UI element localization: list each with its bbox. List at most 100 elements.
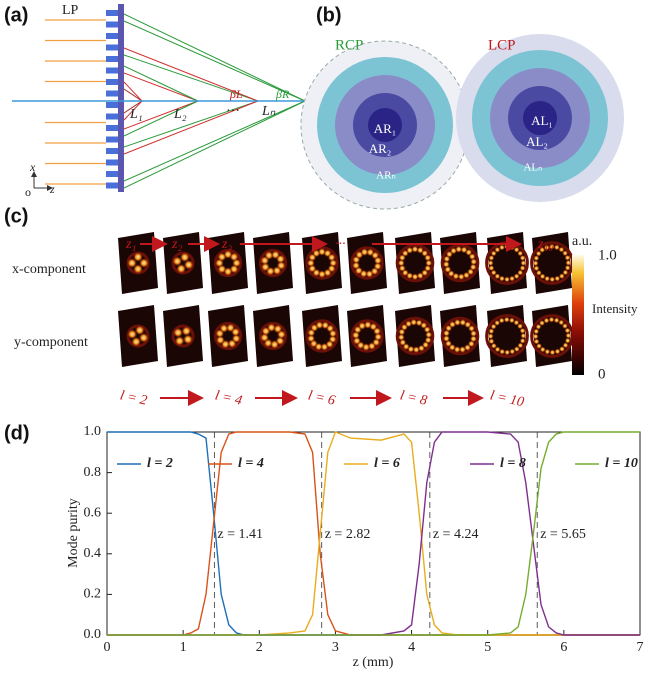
intensity-lobe	[276, 254, 286, 264]
intensity-lobe	[327, 253, 336, 262]
intensity-lobe	[416, 272, 424, 280]
y-tick-label: 1.0	[84, 424, 102, 439]
intensity-lobe	[503, 316, 510, 323]
ring-label: AL₂	[526, 134, 548, 149]
intensity-map	[163, 232, 203, 294]
x-tick-label: 4	[408, 640, 415, 655]
intensity-lobe	[490, 323, 497, 330]
intensity-lobe	[559, 345, 566, 352]
intensity-ring	[350, 246, 384, 280]
mode-label: l = 2	[118, 388, 148, 408]
converging-beam	[123, 100, 199, 130]
panel-label: (a)	[4, 4, 28, 26]
intensity-lobe	[455, 245, 463, 253]
intensity-lobe	[535, 269, 542, 276]
x-axis-label: z (mm)	[353, 655, 394, 670]
converging-beam	[123, 100, 259, 155]
x-tick-label: 2	[256, 640, 263, 655]
intensity-lobe	[410, 318, 418, 326]
boundary-label: z = 4.24	[433, 527, 479, 542]
intensity-lobe	[494, 346, 501, 353]
grating-pillar	[106, 90, 119, 97]
intensity-lobe	[134, 325, 145, 336]
intensity-lobe	[352, 261, 361, 270]
grating-pillar	[106, 159, 119, 166]
panel-label: (c)	[4, 205, 28, 227]
colorbar-min: 0	[598, 366, 606, 382]
x-tick-label: 7	[637, 640, 644, 655]
colorbar-label: Intensity	[592, 301, 638, 316]
intensity-lobe	[490, 342, 497, 349]
z-label: z₃	[221, 237, 232, 252]
ring-label: ALₙ	[523, 162, 542, 174]
intensity-lobe	[539, 246, 546, 253]
intensity-lobe	[564, 254, 571, 261]
intensity-lobe	[231, 327, 241, 337]
intensity-lobe	[229, 252, 239, 262]
grating-pillar	[106, 113, 119, 120]
boundary-label: z = 2.82	[325, 527, 371, 542]
intensity-lobe	[543, 244, 550, 251]
coord-label: o	[25, 185, 31, 199]
intensity-lobe	[397, 259, 405, 267]
intensity-lobe	[561, 322, 568, 329]
intensity-lobe	[373, 256, 382, 265]
intensity-lobe	[544, 348, 551, 355]
intensity-ring	[440, 243, 480, 283]
colorbar-max: 1.0	[598, 247, 617, 263]
intensity-lobe	[553, 317, 560, 324]
intensity-lobe	[564, 264, 571, 271]
intensity-lobe	[509, 275, 516, 282]
x-tick-label: 1	[180, 640, 187, 655]
intensity-lobe	[138, 332, 149, 343]
intensity-lobe	[173, 327, 184, 338]
intensity-lobe	[133, 252, 143, 262]
panel-label: (d)	[4, 422, 30, 444]
intensity-map	[163, 305, 203, 367]
intensity-lobe	[215, 335, 225, 345]
intensity-lobe	[490, 269, 497, 276]
intensity-lobe	[513, 273, 520, 280]
intensity-lobe	[548, 243, 555, 250]
intensity-lobe	[398, 264, 406, 272]
intensity-lobe	[442, 260, 450, 268]
x-tick-label: 6	[560, 640, 567, 655]
focus-label: L₂	[173, 107, 187, 122]
intensity-lobe	[227, 339, 237, 349]
intensity-lobe	[564, 337, 571, 344]
grating-pillar	[106, 10, 119, 16]
intensity-lobe	[519, 327, 526, 334]
intensity-lobe	[548, 316, 555, 323]
converging-beam	[123, 65, 199, 102]
intensity-lobe	[488, 338, 495, 345]
intensity-lobe	[562, 250, 569, 257]
intensity-map	[118, 232, 158, 294]
y-tick-label: 0.4	[84, 546, 102, 561]
z-label: z₁₀	[537, 237, 553, 252]
converging-beam	[123, 13, 306, 102]
intensity-lobe	[182, 334, 193, 345]
intensity-ring	[395, 243, 435, 283]
intensity-lobe	[554, 275, 561, 282]
grating-pillar	[106, 136, 119, 143]
intensity-lobe	[470, 329, 478, 337]
intensity-lobe	[276, 329, 286, 339]
converging-beam	[123, 20, 306, 102]
ring	[523, 101, 557, 135]
intensity-lobe	[498, 275, 505, 282]
grating-pillar	[106, 67, 119, 74]
intensity-lobe	[490, 250, 497, 257]
y-tick-label: 0.0	[84, 627, 102, 642]
intensity-lobe	[488, 265, 495, 272]
intensity-lobe	[558, 273, 565, 280]
row-label: x-component	[12, 262, 86, 277]
converging-beam	[123, 100, 143, 114]
legend-label: l = 6	[374, 456, 400, 471]
intensity-lobe	[260, 262, 270, 272]
intensity-lobe	[411, 245, 419, 253]
lcp-label: LCP	[488, 37, 516, 53]
intensity-lobe	[494, 246, 501, 253]
intensity-map	[302, 305, 342, 367]
converging-beam	[123, 100, 143, 121]
